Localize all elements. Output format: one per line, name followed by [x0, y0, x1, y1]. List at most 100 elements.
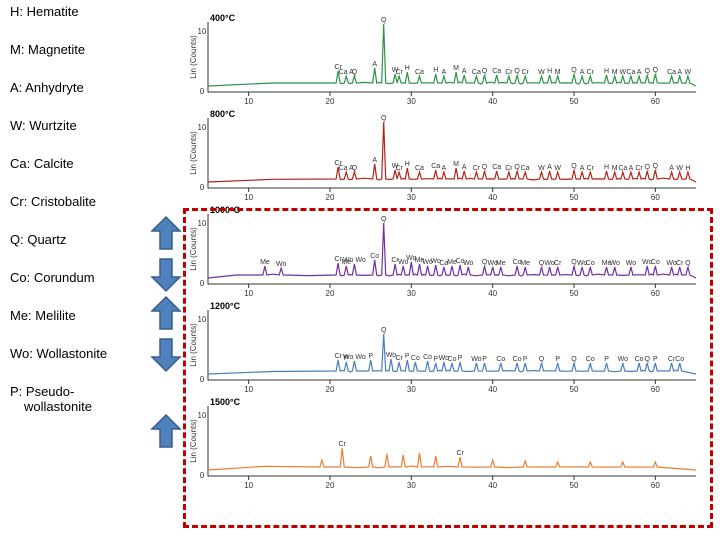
svg-text:A: A: [629, 165, 634, 172]
svg-text:Q: Q: [381, 17, 387, 24]
svg-text:M: M: [453, 65, 459, 72]
svg-text:10: 10: [198, 123, 207, 132]
legend-item-m: M: Magnetite: [10, 42, 170, 57]
legend-item-co: Co: Corundum: [10, 270, 170, 285]
svg-text:P: P: [555, 356, 560, 363]
svg-text:Co: Co: [586, 356, 595, 363]
svg-text:A: A: [637, 69, 642, 76]
svg-text:50: 50: [570, 481, 579, 490]
svg-text:Cr: Cr: [395, 355, 403, 362]
svg-text:W: W: [685, 69, 692, 76]
svg-text:60: 60: [651, 97, 660, 106]
svg-text:A: A: [442, 69, 447, 76]
svg-text:Cr: Cr: [587, 69, 595, 76]
svg-text:10: 10: [244, 481, 253, 490]
svg-text:Lin (Counts): Lin (Counts): [190, 227, 198, 271]
svg-text:Q: Q: [381, 216, 387, 223]
svg-text:Wo Wo: Wo Wo: [343, 257, 366, 264]
svg-text:20: 20: [326, 97, 335, 106]
svg-text:60: 60: [651, 481, 660, 490]
svg-text:Q: Q: [482, 68, 488, 75]
svg-text:W: W: [676, 165, 683, 172]
spectrum-svg: 102030405060010Lin (Counts)CrCr: [190, 394, 700, 490]
svg-text:40: 40: [488, 97, 497, 106]
svg-text:A: A: [462, 164, 467, 171]
svg-text:Ca: Ca: [492, 164, 501, 171]
svg-text:Ca: Ca: [626, 69, 635, 76]
temp-label: 400°C: [210, 13, 235, 23]
svg-text:10: 10: [244, 193, 253, 202]
svg-text:A: A: [372, 157, 377, 164]
svg-text:Q: Q: [482, 164, 488, 171]
svg-text:Cr: Cr: [505, 165, 513, 172]
svg-text:M: M: [453, 161, 459, 168]
chart-panel-1500: 1500°C102030405060010Lin (Counts)CrCr: [190, 394, 700, 490]
svg-text:A: A: [462, 68, 467, 75]
svg-text:Q: Q: [352, 165, 358, 172]
svg-text:Q: Q: [571, 163, 577, 170]
svg-text:Cr: Cr: [334, 353, 342, 360]
svg-text:Cr: Cr: [456, 450, 464, 457]
svg-text:0: 0: [200, 375, 205, 384]
legend-item-me: Me: Melilite: [10, 308, 170, 323]
svg-text:H: H: [405, 161, 410, 168]
svg-text:A: A: [677, 69, 682, 76]
svg-text:M: M: [555, 69, 561, 76]
svg-text:P: P: [604, 356, 609, 363]
svg-text:Q: Q: [571, 356, 577, 363]
svg-text:W: W: [538, 165, 545, 172]
svg-text:Q: Q: [571, 67, 577, 74]
svg-text:Ca: Ca: [472, 69, 481, 76]
svg-text:40: 40: [488, 193, 497, 202]
svg-text:Ca: Ca: [415, 165, 424, 172]
svg-text:40: 40: [488, 385, 497, 394]
svg-text:60: 60: [651, 193, 660, 202]
svg-text:Cr: Cr: [505, 69, 513, 76]
legend-item-p: P: Pseudo-wollastonite: [10, 384, 170, 414]
svg-text:20: 20: [326, 481, 335, 490]
svg-text:Q: Q: [539, 356, 545, 363]
svg-text:Wo: Wo: [471, 356, 481, 363]
legend-item-q: Q: Quartz: [10, 232, 170, 247]
svg-text:60: 60: [651, 385, 660, 394]
svg-text:Ca: Ca: [492, 68, 501, 75]
svg-text:H: H: [405, 65, 410, 72]
svg-text:Cr: Cr: [676, 260, 684, 267]
svg-text:Q: Q: [514, 164, 520, 171]
svg-text:H: H: [604, 68, 609, 75]
spectrum-svg: 102030405060010Lin (Counts)CrCa AQAQWCrH…: [190, 106, 700, 202]
temp-label: 1000°C: [210, 205, 240, 215]
svg-text:W: W: [619, 69, 626, 76]
svg-text:0: 0: [200, 471, 205, 480]
svg-text:Co: Co: [411, 355, 420, 362]
charts-column: 400°C102030405060010Lin (Counts)CrCa AQA…: [190, 10, 700, 490]
svg-text:A: A: [580, 69, 585, 76]
svg-text:H: H: [685, 165, 690, 172]
svg-text:H: H: [433, 67, 438, 74]
temp-label: 800°C: [210, 109, 235, 119]
svg-text:Lin (Counts): Lin (Counts): [190, 35, 198, 79]
arrow-down-icon: [150, 335, 182, 373]
svg-text:Me: Me: [520, 260, 530, 267]
svg-text:Wo: Wo: [626, 260, 636, 267]
svg-text:20: 20: [326, 289, 335, 298]
svg-text:50: 50: [570, 193, 579, 202]
svg-text:P: P: [458, 355, 463, 362]
legend-item-cr: Cr: Cristobalite: [10, 194, 170, 209]
spectrum-svg: 102030405060010Lin (Counts)CrCa AQAQWCrH…: [190, 10, 700, 106]
svg-text:Lin (Counts): Lin (Counts): [190, 323, 198, 367]
legend-panel: H: HematiteM: MagnetiteA: AnhydryteW: Wu…: [10, 4, 170, 437]
svg-text:10: 10: [198, 27, 207, 36]
svg-text:Co: Co: [448, 356, 457, 363]
svg-text:30: 30: [407, 289, 416, 298]
svg-text:10: 10: [244, 289, 253, 298]
svg-text:Ca: Ca: [618, 165, 627, 172]
svg-text:Wo: Wo: [618, 356, 628, 363]
svg-text:Q: Q: [653, 163, 659, 170]
legend-item-ca: Ca: Calcite: [10, 156, 170, 171]
svg-text:30: 30: [407, 97, 416, 106]
arrow-down-icon: [150, 255, 182, 293]
svg-text:50: 50: [570, 97, 579, 106]
svg-text:Co: Co: [675, 356, 684, 363]
chart-panel-400: 400°C102030405060010Lin (Counts)CrCa AQA…: [190, 10, 700, 106]
